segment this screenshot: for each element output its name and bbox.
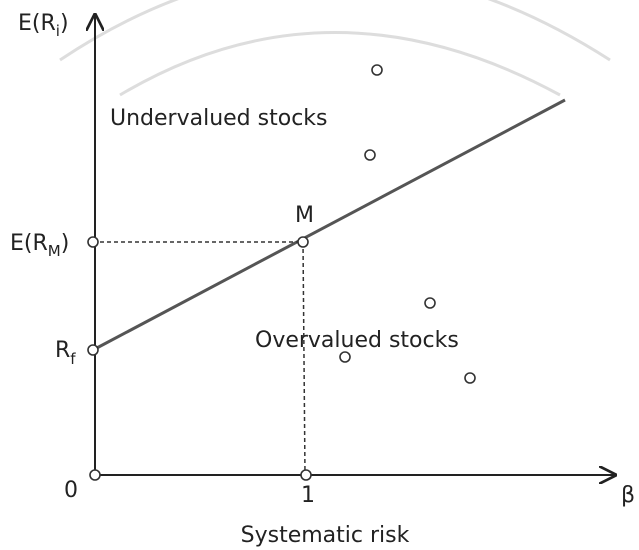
label-part: E(R	[18, 11, 56, 36]
x-axis-caption: Systematic risk	[241, 523, 410, 548]
stock	[339, 351, 351, 363]
label-sub: f	[70, 350, 76, 368]
stock	[424, 297, 436, 309]
market-point-label: M	[295, 203, 314, 228]
point	[87, 236, 99, 248]
y-axis-label: E(Ri)	[18, 11, 69, 40]
point	[297, 236, 309, 248]
point	[87, 344, 99, 356]
stock	[364, 149, 376, 161]
stock	[371, 64, 383, 76]
market-return-label: E(RM)	[10, 231, 69, 260]
risk-free-label: Rf	[55, 338, 76, 368]
points	[87, 64, 476, 481]
label-part: )	[61, 231, 70, 256]
security-market-line	[92, 98, 566, 352]
label-part: R	[55, 338, 70, 363]
label-sub: M	[48, 242, 61, 260]
label-part: )	[60, 11, 69, 36]
label-part: E(R	[10, 231, 48, 256]
watermark	[59, 0, 611, 97]
x-axis-label: β	[621, 483, 635, 508]
guide-vertical	[302, 241, 306, 476]
point	[300, 469, 312, 481]
origin-label: 0	[64, 478, 78, 503]
stock	[464, 372, 476, 384]
point	[89, 469, 101, 481]
overvalued-label: Overvalued stocks	[255, 328, 459, 353]
undervalued-label: Undervalued stocks	[110, 106, 328, 131]
beta-one-label: 1	[301, 483, 315, 508]
label-sub: i	[56, 22, 60, 40]
